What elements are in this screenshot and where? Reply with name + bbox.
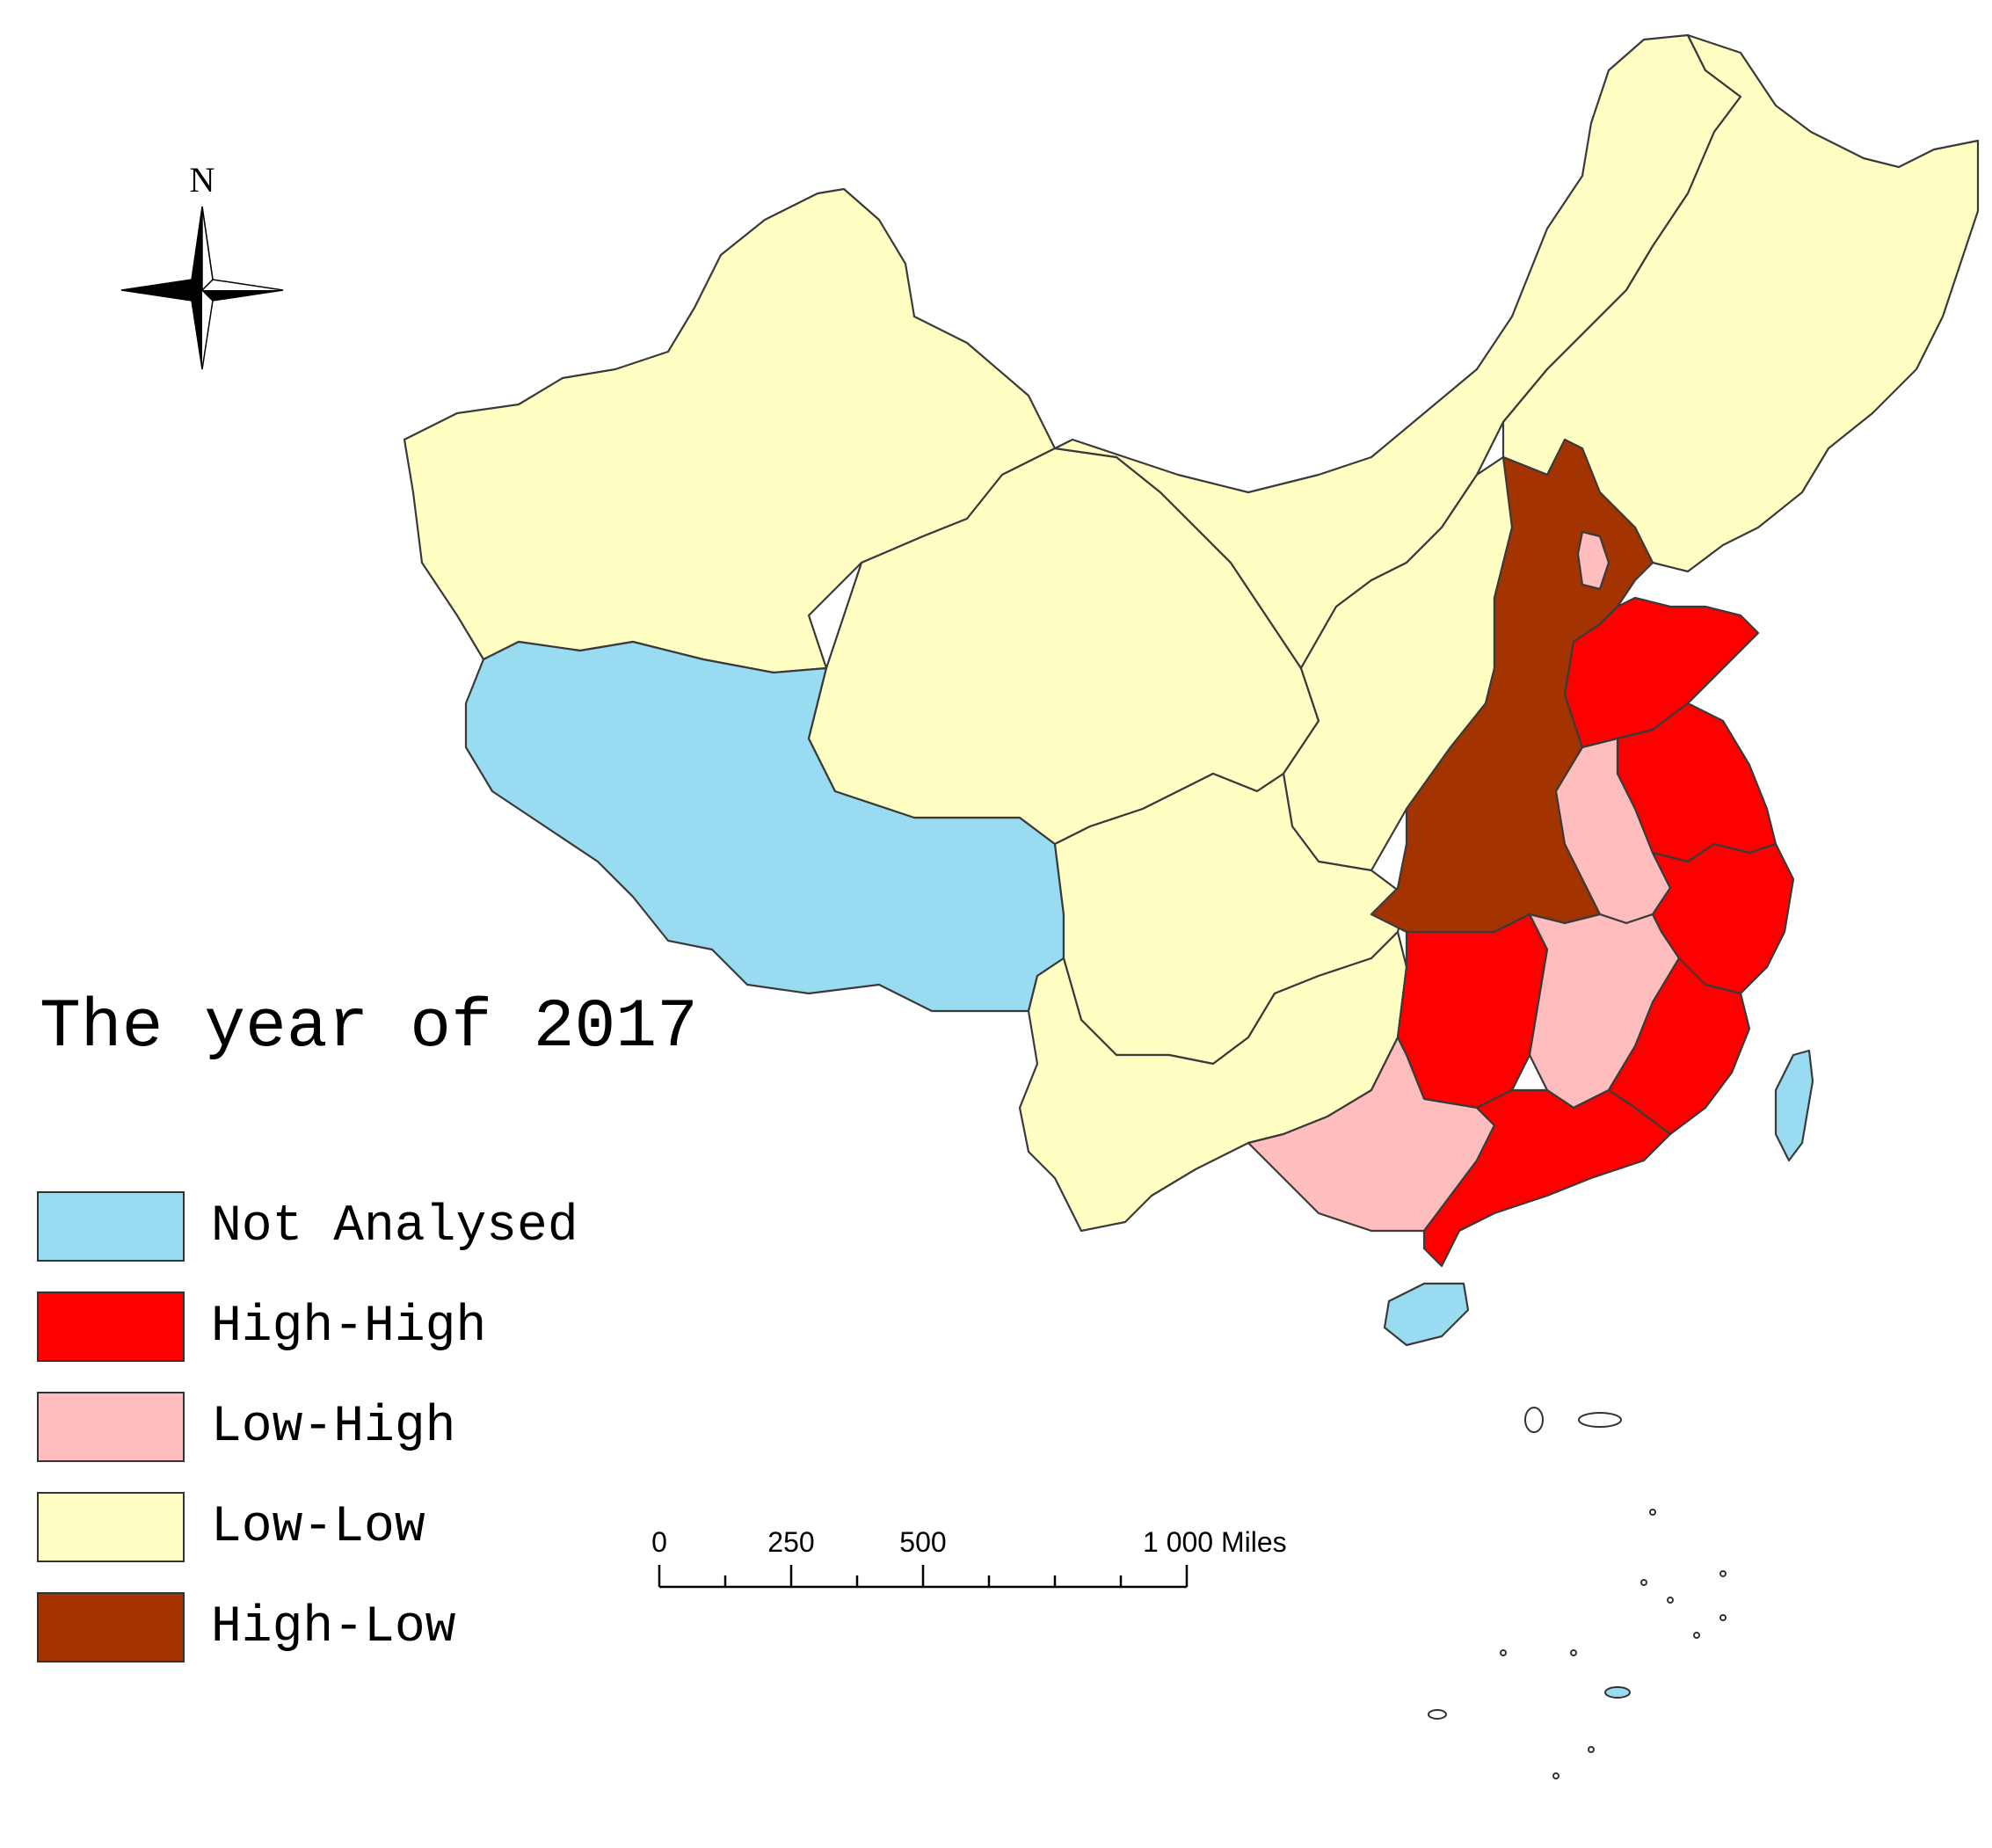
legend-label: Not Analysed (211, 1197, 578, 1255)
scale-tick-250: 250 (767, 1526, 814, 1558)
legend-item: High-High (37, 1291, 578, 1362)
scale-tick-1000: 1 000 Miles (1143, 1526, 1287, 1558)
legend-item: Not Analysed (37, 1191, 578, 1262)
legend-label: High-Low (211, 1598, 456, 1656)
region-taiwan (1774, 1049, 1814, 1162)
scale-tick-500: 500 (899, 1526, 946, 1558)
province-layer (403, 33, 1980, 1347)
region-hainan (1383, 1282, 1470, 1347)
scale-bar (658, 1565, 1189, 1589)
legend-item: High-Low (37, 1592, 578, 1662)
legend-swatch-high-high (37, 1291, 185, 1362)
map-title: The year of 2017 (40, 989, 698, 1066)
legend-label: Low-Low (211, 1498, 425, 1556)
region-hunan (1396, 913, 1549, 1110)
north-label: N (190, 160, 215, 200)
south-sea-islands (1428, 1407, 1727, 1779)
scale-tick-0: 0 (651, 1526, 667, 1558)
legend-label: High-High (211, 1298, 487, 1356)
region-guangdong (1422, 1088, 1672, 1268)
legend: Not Analysed High-High Low-High Low-Low … (37, 1191, 578, 1692)
legend-swatch-not-analysed (37, 1191, 185, 1262)
region-tianjin (1576, 530, 1610, 591)
region-northeast (1501, 33, 1980, 573)
legend-label: Low-High (211, 1398, 456, 1456)
north-arrow: N (120, 160, 284, 370)
legend-item: Low-Low (37, 1492, 578, 1562)
legend-swatch-low-low (37, 1492, 185, 1562)
legend-swatch-high-low (37, 1592, 185, 1662)
legend-item: Low-High (37, 1392, 578, 1462)
legend-swatch-low-high (37, 1392, 185, 1462)
region-fujian (1607, 957, 1751, 1136)
